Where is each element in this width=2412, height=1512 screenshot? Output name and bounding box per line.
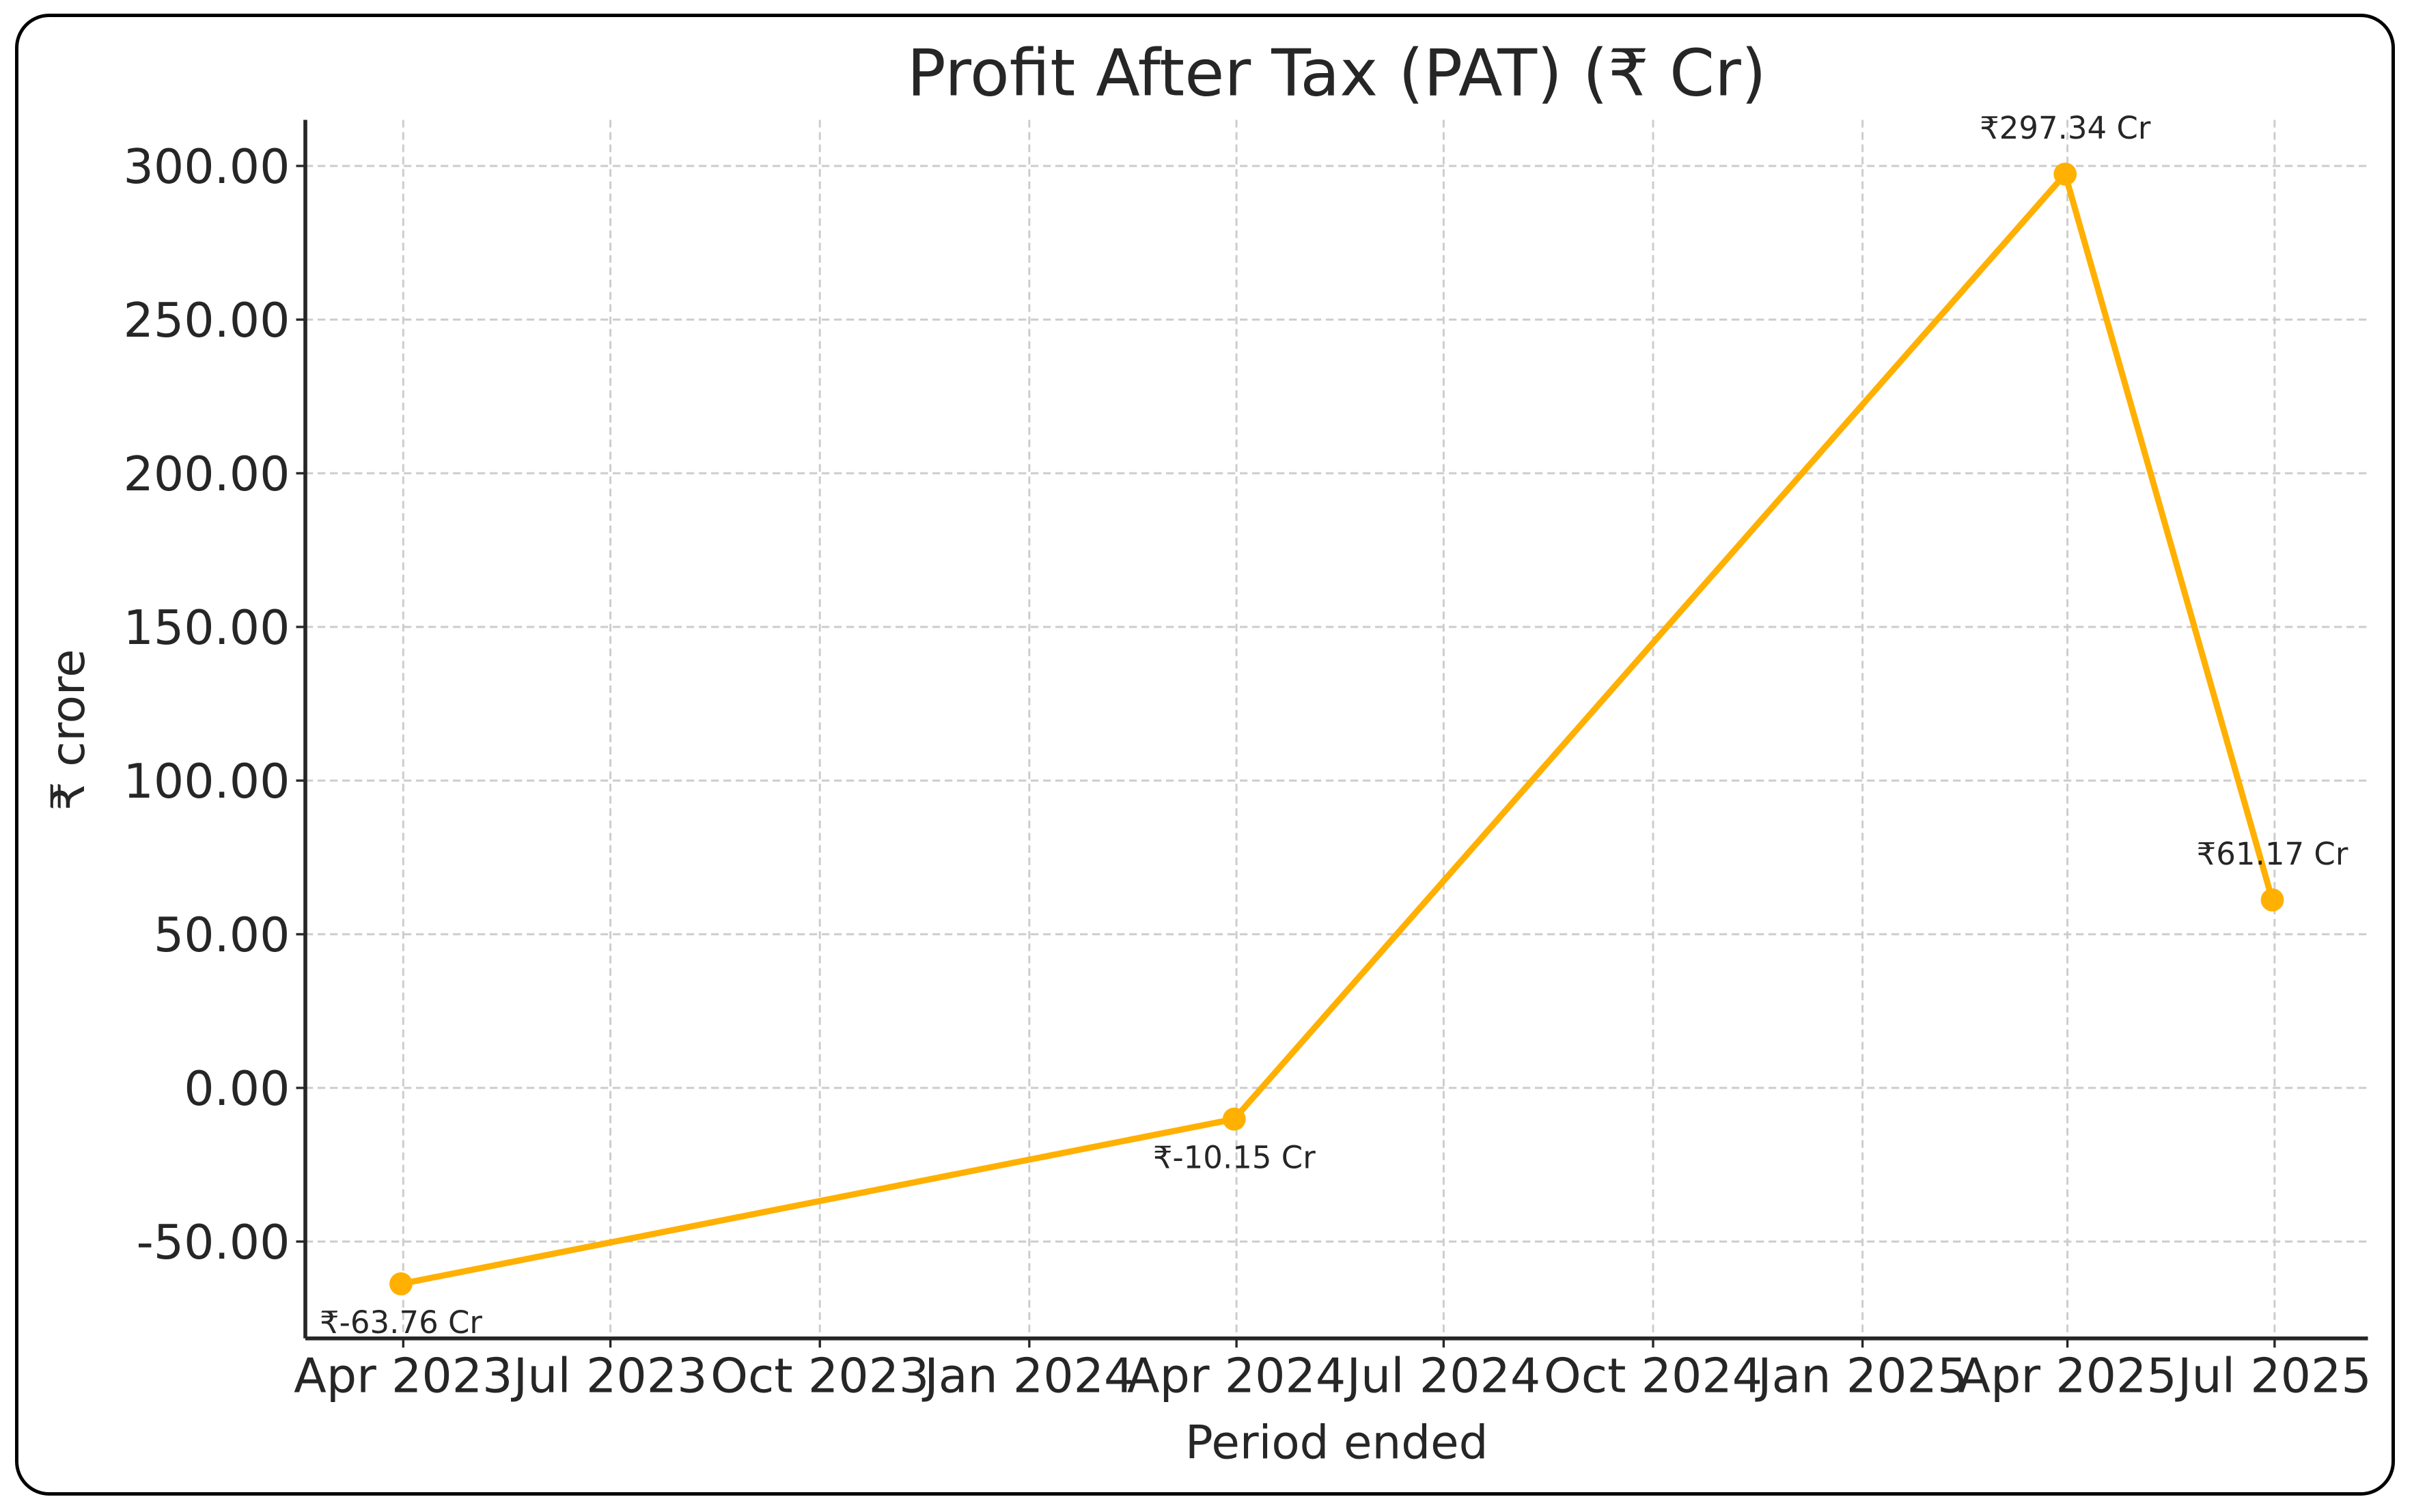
y-tick-label: 200.00 [123, 447, 290, 502]
x-tick-label: Jan 2025 [1755, 1349, 1967, 1404]
y-tick-label: 0.00 [184, 1061, 290, 1117]
y-tick-label: 50.00 [154, 908, 290, 963]
data-point [2053, 163, 2077, 186]
grid [305, 120, 2368, 1339]
series: ₹-63.76 Cr ₹-10.15 Cr ₹297.34 Cr ₹61.17 Cr [320, 110, 2348, 1341]
ticks: -50.00 0.00 50.00 100.00 150.00 200.00 250.00 3… [123, 139, 2371, 1404]
x-tick-label: Jul 2023 [511, 1349, 708, 1404]
data-label: ₹61.17 Cr [2197, 836, 2348, 872]
y-tick-label: 250.00 [123, 293, 290, 348]
axes [303, 120, 2368, 1341]
y-axis-label: ₹ crore [41, 649, 95, 811]
x-tick-label: Apr 2025 [1958, 1349, 2176, 1404]
x-tick-label: Oct 2024 [1544, 1349, 1762, 1404]
data-label: ₹-10.15 Cr [1153, 1140, 1316, 1176]
chart-frame [15, 14, 2395, 1496]
data-point [1222, 1107, 1246, 1131]
x-tick-label: Jan 2024 [921, 1349, 1134, 1404]
data-point [2260, 888, 2284, 912]
data-label: ₹-63.76 Cr [320, 1304, 482, 1341]
x-tick-label: Apr 2023 [294, 1349, 512, 1404]
data-label: ₹297.34 Cr [1980, 110, 2151, 146]
y-tick-label: -50.00 [137, 1215, 290, 1270]
x-tick-label: Apr 2024 [1127, 1349, 1346, 1404]
x-tick-label: Oct 2023 [710, 1349, 929, 1404]
y-tick-label: 150.00 [123, 600, 290, 656]
data-point [389, 1272, 413, 1296]
y-tick-label: 300.00 [123, 139, 290, 195]
y-tick-label: 100.00 [123, 754, 290, 809]
x-tick-label: Jul 2024 [1344, 1349, 1540, 1404]
pat-series-line [400, 167, 2275, 1287]
x-tick-label: Jul 2025 [2175, 1349, 2372, 1404]
x-axis-label: Period ended [1185, 1415, 1488, 1469]
chart-title: Profit After Tax (PAT) (₹ Cr) [907, 36, 1766, 111]
